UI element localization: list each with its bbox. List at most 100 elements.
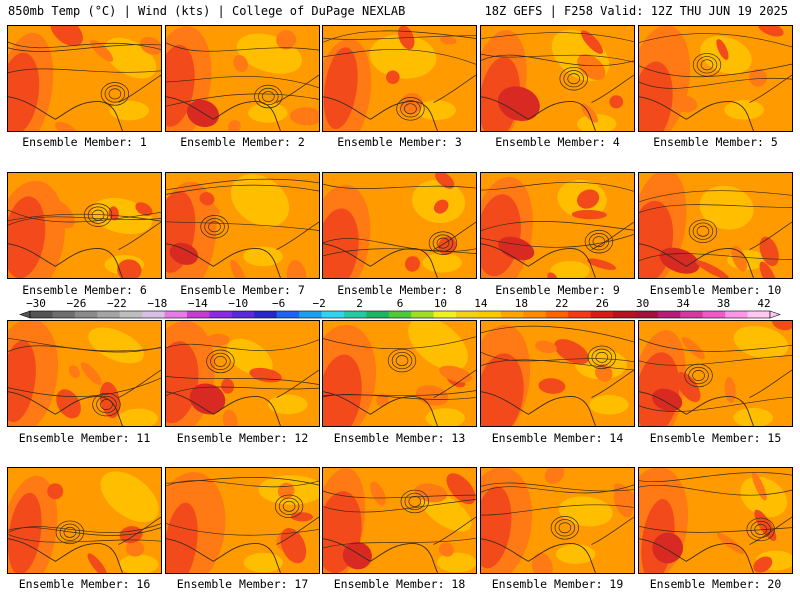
temperature-field [639,26,792,131]
colorbar-label: −6 [272,297,285,310]
ensemble-member-caption: Ensemble Member: 8 [337,283,462,297]
colorbar-label: 2 [356,297,363,310]
colorbar-swatch [500,311,524,318]
colorbar-label: −2 [312,297,325,310]
colorbar-swatch [613,311,636,318]
colorbar-swatch [119,311,143,318]
colorbar-label: 18 [515,297,528,310]
colorbar-swatch [97,311,121,318]
ensemble-member-map [322,172,477,279]
colorbar-label: 26 [596,297,609,310]
ensemble-member-caption: Ensemble Member: 9 [495,283,620,297]
colorbar-label: −14 [188,297,208,310]
ensemble-member-caption: Ensemble Member: 17 [176,577,309,591]
ensemble-member-caption: Ensemble Member: 16 [18,577,151,591]
ensemble-member-caption: Ensemble Member: 18 [333,577,466,591]
ensemble-member-map [7,172,162,279]
colorbar-swatch [276,311,300,318]
ensemble-member-map [165,25,320,132]
colorbar-label: 30 [636,297,649,310]
colorbar-swatch [568,311,592,318]
header-title: 850mb Temp (°C) | Wind (kts) | College o… [8,4,406,18]
temperature-field [166,173,319,278]
ensemble-member-caption: Ensemble Member: 1 [22,135,147,149]
colorbar-swatch [343,311,367,318]
temperature-field [323,321,476,426]
colorbar-swatch [30,311,53,318]
ensemble-member-map [165,320,320,427]
temperature-field [8,173,161,278]
ensemble-member-caption: Ensemble Member: 19 [491,577,624,591]
colorbar-label: −30 [26,297,46,310]
ensemble-member-map [7,25,162,132]
ensemble-member-map [165,172,320,279]
temperature-field [8,468,161,573]
temperature-field [166,321,319,426]
ensemble-member-caption: Ensemble Member: 3 [337,135,462,149]
colorbar-swatch [299,311,322,318]
ensemble-member-caption: Ensemble Member: 13 [333,431,466,445]
colorbar-swatch [433,311,457,318]
colorbar-swatch [411,311,435,318]
ensemble-member-caption: Ensemble Member: 11 [18,431,151,445]
colorbar-swatch [52,311,76,318]
ensemble-member-map [638,25,793,132]
colorbar-swatch [657,311,681,318]
colorbar-arrow-left [19,310,31,319]
temperature-field [323,173,476,278]
temperature-field [8,321,161,426]
colorbar-swatch [523,311,547,318]
colorbar-swatch [209,311,233,318]
ensemble-member-caption: Ensemble Member: 7 [180,283,305,297]
temperature-colorbar: −30 −26 −22 −18 −14 −10 −6 −2 2 6 10 14 18 22 26 30 34 38… [19,297,781,319]
colorbar-swatch [231,311,255,318]
colorbar-swatch [747,311,771,318]
colorbar-swatch [74,311,98,318]
temperature-field [639,173,792,278]
colorbar-label: 6 [397,297,404,310]
ensemble-member-map [7,320,162,427]
colorbar-swatch [725,311,748,318]
ensemble-member-caption: Ensemble Member: 2 [180,135,305,149]
colorbar-label: 42 [757,297,770,310]
colorbar-swatch [456,311,479,318]
colorbar-swatch [590,311,614,318]
colorbar-arrow-right [769,310,781,319]
ensemble-member-map [322,467,477,574]
colorbar-label: 14 [474,297,488,310]
ensemble-member-map [638,320,793,427]
ensemble-member-caption: Ensemble Member: 6 [22,283,147,297]
colorbar-swatch [186,311,210,318]
colorbar-swatch [635,311,659,318]
ensemble-member-map [480,320,635,427]
temperature-field [323,468,476,573]
colorbar-label: 10 [434,297,447,310]
temperature-field [481,26,634,131]
ensemble-member-map [165,467,320,574]
colorbar-label: −10 [228,297,248,310]
temperature-field [8,26,161,131]
ensemble-member-map [638,467,793,574]
colorbar-label: 34 [676,297,690,310]
temperature-field [481,321,634,426]
ensemble-member-map [7,467,162,574]
temperature-field [166,468,319,573]
temperature-field [166,26,319,131]
colorbar-label: −22 [107,297,127,310]
colorbar-swatch [142,311,165,318]
colorbar-label: −26 [67,297,87,310]
ensemble-member-caption: Ensemble Member: 20 [649,577,782,591]
ensemble-member-caption: Ensemble Member: 5 [653,135,778,149]
colorbar-swatch [545,311,569,318]
colorbar-swatch [366,311,390,318]
colorbar-swatch [164,311,188,318]
ensemble-member-map [638,172,793,279]
colorbar-swatch [388,311,412,318]
colorbar-label: −18 [147,297,167,310]
colorbar-label: 38 [717,297,730,310]
colorbar-label: 22 [555,297,568,310]
header-valid-time: 18Z GEFS | F258 Valid: 12Z THU JUN 19 20… [484,4,788,18]
ensemble-member-caption: Ensemble Member: 4 [495,135,620,149]
ensemble-member-map [322,25,477,132]
colorbar-swatch [478,311,502,318]
